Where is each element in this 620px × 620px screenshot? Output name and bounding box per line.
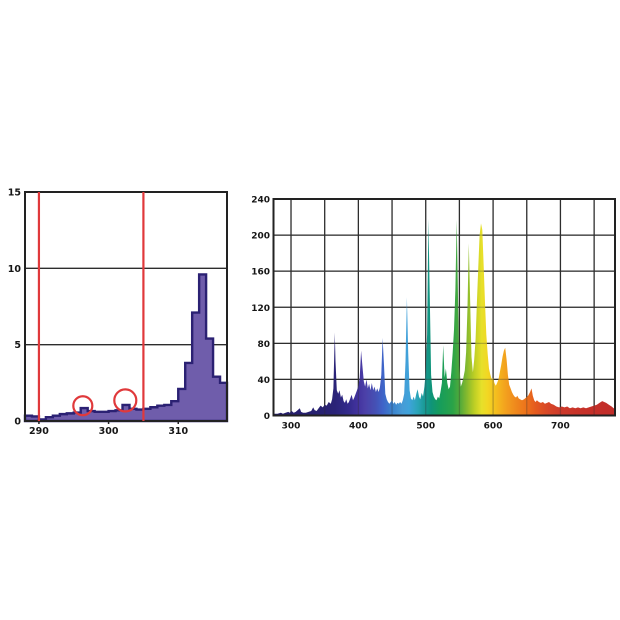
plot-border — [24, 191, 228, 422]
highlight-circle — [72, 395, 94, 417]
y-tick-label: 200 — [251, 232, 270, 242]
y-tick-label: 0 — [264, 412, 270, 422]
histogram-series — [23, 273, 229, 423]
y-axis-tick-labels: 0 40 80 120 160 200 240 — [251, 196, 270, 423]
y-tick-label: 0 — [14, 417, 21, 428]
x-tick-label: 700 — [551, 422, 570, 432]
x-tick-label: 300 — [99, 426, 119, 437]
x-tick-label: 310 — [168, 426, 188, 437]
x-tick-label: 300 — [282, 422, 301, 432]
x-axis-tick-labels: 290 300 310 — [29, 421, 189, 437]
visible-spectrum-figure: 0 40 80 120 160 200 240 300 400 500 600 700 — [251, 182, 620, 440]
y-tick-label: 5 — [14, 340, 21, 351]
y-tick-label: 10 — [8, 264, 22, 275]
y-tick-label: 15 — [8, 188, 21, 199]
red-marker-lines — [37, 192, 145, 421]
highlight-circle — [113, 388, 138, 413]
y-tick-label: 160 — [251, 268, 270, 278]
x-tick-label: 600 — [484, 422, 503, 432]
y-tick-label: 40 — [257, 376, 270, 386]
highlight-circles — [72, 388, 138, 417]
spectrum-series — [273, 218, 615, 416]
x-tick-label: 290 — [29, 426, 49, 437]
x-tick-label: 500 — [416, 422, 435, 432]
uv-histogram-figure: 0 5 10 15 290 300 310 — [4, 182, 252, 444]
y-tick-label: 240 — [251, 196, 270, 206]
y-axis-tick-labels: 0 5 10 15 — [8, 188, 22, 428]
grid-lines — [273, 199, 615, 416]
y-tick-label: 120 — [251, 304, 270, 314]
uv-histogram-chart: 0 5 10 15 290 300 310 — [8, 188, 229, 437]
y-tick-label: 80 — [257, 340, 270, 350]
x-tick-label: 400 — [349, 422, 368, 432]
x-axis-tick-labels: 300 400 500 600 700 — [282, 422, 570, 432]
visible-spectrum-chart: 0 40 80 120 160 200 240 300 400 500 600 700 — [251, 196, 616, 432]
plot-border — [272, 198, 616, 417]
